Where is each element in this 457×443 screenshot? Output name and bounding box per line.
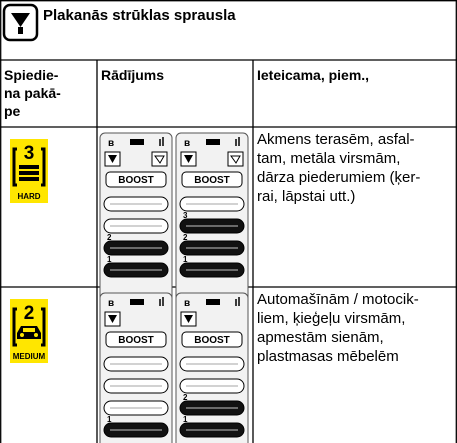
column-header: Rādījums: [101, 67, 164, 83]
column-header: Spiedie-: [4, 67, 59, 83]
boost-button: [181, 331, 243, 348]
nozzle-shape: [230, 155, 241, 164]
column-header: na pakā-: [4, 85, 61, 101]
car-icon: [17, 326, 41, 339]
level-label: HARD: [17, 192, 40, 201]
badge-frame: [12, 147, 46, 187]
bar-number: 1: [183, 255, 188, 264]
bar-number: 1: [107, 255, 112, 264]
bar-number: 2: [183, 233, 188, 242]
boost-label: BOOST: [194, 335, 230, 346]
signal-icon: [235, 297, 240, 306]
level-badge: 3 HARD: [10, 139, 48, 203]
battery-icon: [130, 299, 144, 305]
battery-icon: [206, 299, 220, 305]
brick-row: [19, 171, 39, 175]
trigger-arrow: [184, 315, 193, 323]
battery-icon: [206, 139, 220, 145]
boost-label: BOOST: [118, 175, 154, 186]
nozzle-icon: [151, 151, 168, 167]
bar-number: 1: [107, 415, 112, 424]
bar-number: 1: [183, 415, 188, 424]
trigger-arrow: [184, 155, 193, 163]
recommended-use: plastmasas mēbelēm: [257, 348, 399, 365]
nozzle-icon: [2, 3, 39, 42]
boost-button: [105, 171, 167, 188]
signal-icon: [235, 137, 240, 146]
display-screen: ʙ BOOST 3 2 1: [175, 132, 249, 304]
recommended-use: apmestām sienām,: [257, 329, 384, 346]
level-number: 2: [24, 303, 35, 324]
recommended-use: rai, lāpstai utt.): [257, 188, 355, 205]
bluetooth-icon: ʙ: [184, 298, 190, 309]
wheel: [34, 333, 38, 337]
recommended-use: liem, ķieģeļu virsmām,: [257, 310, 405, 327]
brick-row: [19, 165, 39, 169]
wheel: [20, 333, 24, 337]
car-window: [23, 328, 35, 332]
brick-row: [19, 177, 39, 181]
level-label: MEDIUM: [13, 352, 46, 361]
boost-button: [105, 331, 167, 348]
display-screen: ʙ BOOST 2 1: [99, 132, 173, 304]
badge-frame: [12, 307, 46, 347]
bar-number: 2: [183, 393, 188, 402]
level-badge: 2 MEDIUM: [10, 299, 48, 363]
boost-label: BOOST: [118, 335, 154, 346]
trigger-arrow: [108, 155, 117, 163]
recommended-use: dārza piederumiem (ķer-: [257, 169, 420, 186]
column-header: Ieteicama, piem.,: [257, 67, 369, 83]
bluetooth-icon: ʙ: [108, 298, 114, 309]
nozzle-shape: [154, 155, 165, 164]
bar-number: 2: [107, 233, 112, 242]
display-screen: ʙ BOOST 1: [99, 292, 173, 443]
title: Plakanās strūklas sprausla: [43, 7, 236, 24]
recommended-use: Automašīnām / motocik-: [257, 291, 419, 308]
recommended-use: Akmens terasēm, asfal-: [257, 131, 415, 148]
battery-icon: [130, 139, 144, 145]
bluetooth-icon: ʙ: [108, 138, 114, 149]
column-header: pe: [4, 103, 21, 119]
bar-number: 3: [183, 211, 188, 220]
bluetooth-icon: ʙ: [184, 138, 190, 149]
display-screen: ʙ BOOST 2 1: [175, 292, 249, 443]
boost-button: [181, 171, 243, 188]
level-number: 3: [24, 143, 35, 164]
trigger-arrow: [108, 315, 117, 323]
nozzle-icon: [227, 151, 244, 167]
signal-icon: [159, 297, 164, 306]
recommended-use: tam, metāla virsmām,: [257, 150, 400, 167]
signal-icon: [159, 137, 164, 146]
boost-label: BOOST: [194, 175, 230, 186]
